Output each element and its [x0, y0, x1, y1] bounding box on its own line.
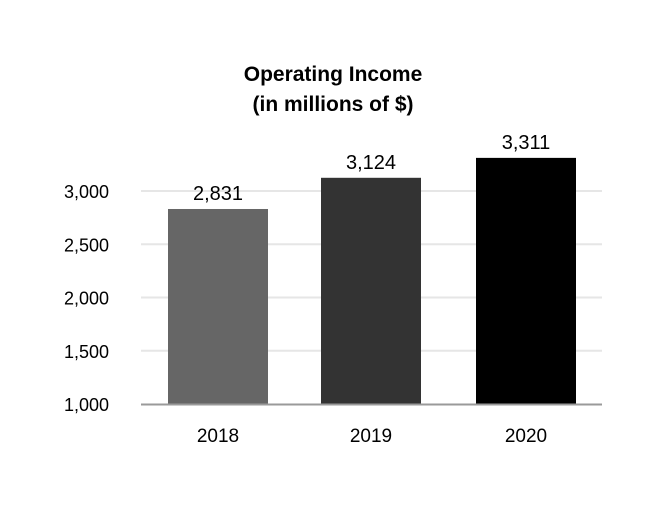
x-axis-ticks: 2018 2019 2020	[197, 426, 547, 447]
chart-title-line-1: Operating Income	[243, 63, 423, 86]
y-tick-label: 1,000	[64, 395, 109, 415]
x-tick-label-2019: 2019	[350, 426, 392, 447]
bars	[168, 157, 576, 404]
y-axis-ticks: 1,000 1,500 2,000 2,500 3,000	[64, 182, 109, 415]
y-tick-label: 2,500	[64, 235, 109, 255]
chart-title: Operating Income (in millions of $)	[0, 60, 666, 120]
chart-title-line-2: (in millions of $)	[252, 93, 414, 116]
bar-2019	[321, 177, 421, 404]
bar-2020	[476, 157, 576, 404]
y-tick-label: 3,000	[64, 182, 109, 202]
y-tick-label: 1,500	[64, 342, 109, 362]
x-tick-label-2020: 2020	[505, 426, 547, 447]
data-label-2020: 3,311	[502, 132, 551, 154]
data-label-2019: 3,124	[346, 152, 396, 174]
y-tick-label: 2,000	[64, 289, 109, 309]
data-labels: 2,831 3,124 3,311	[193, 132, 550, 205]
x-tick-label-2018: 2018	[197, 426, 239, 447]
bar-2018	[168, 208, 268, 404]
data-label-2018: 2,831	[193, 183, 243, 205]
